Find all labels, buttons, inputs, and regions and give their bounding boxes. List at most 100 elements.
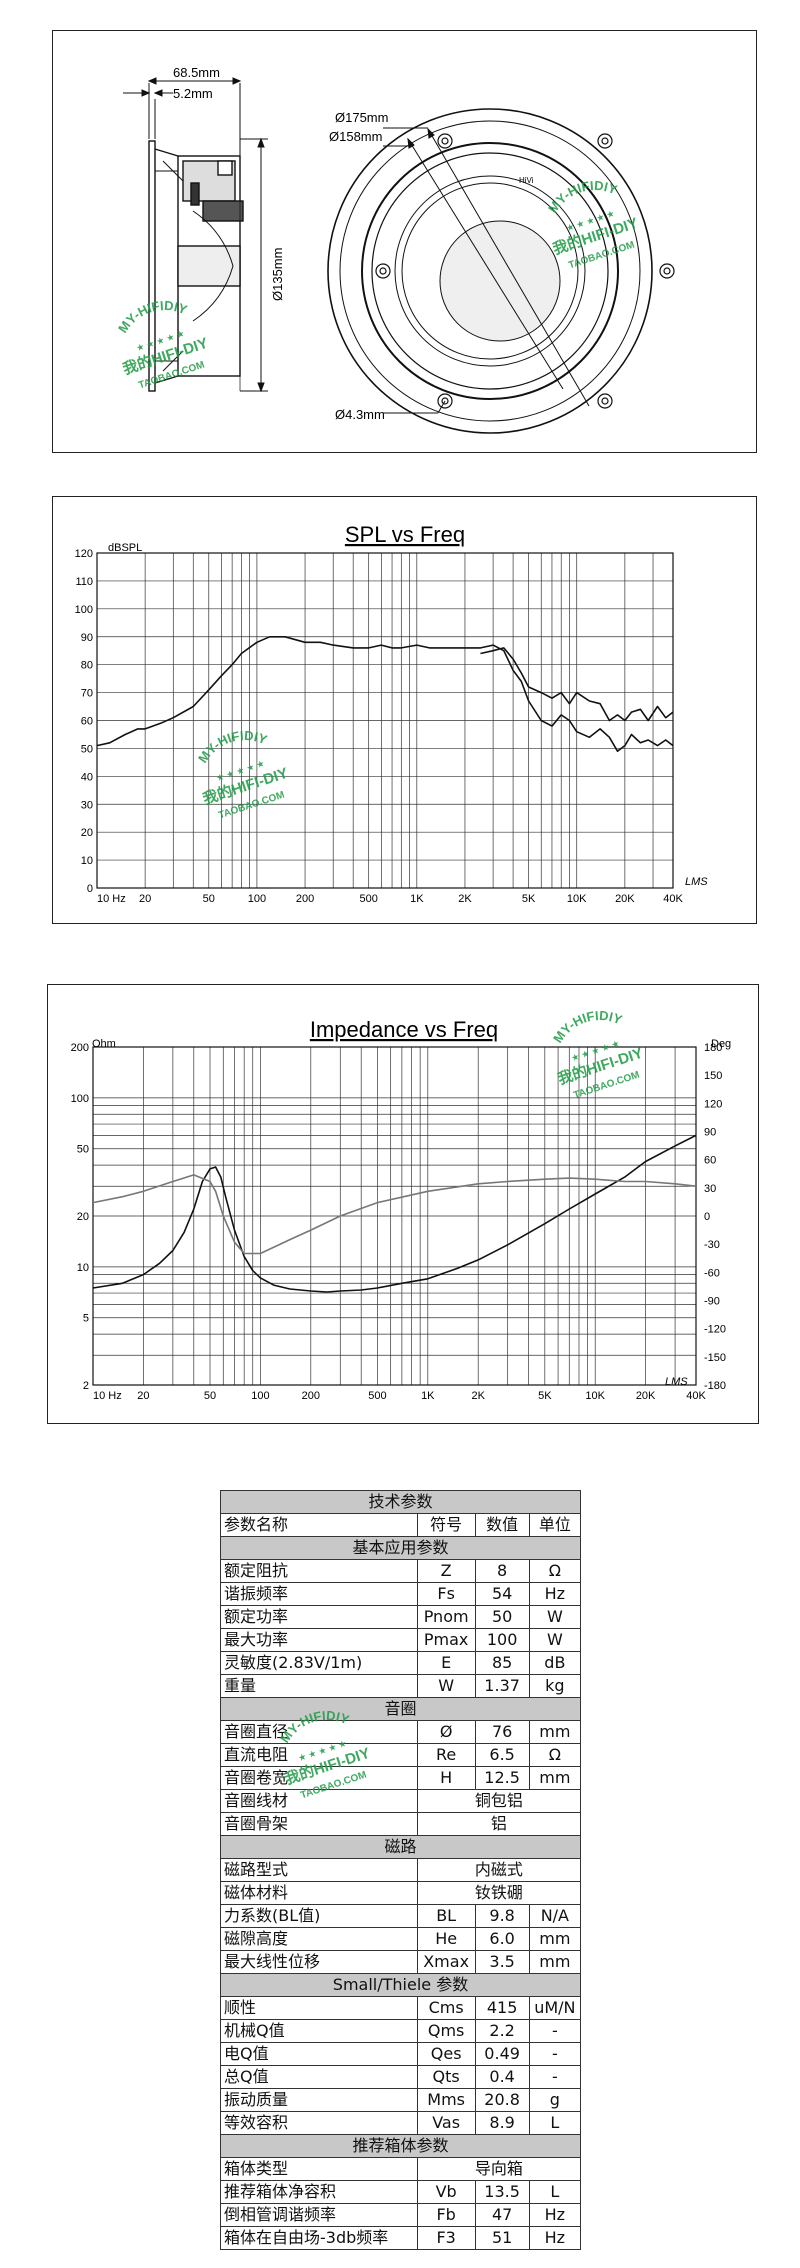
- dimension-drawing: 68.5mm 5.2mm Ø135mm HiVi: [123, 65, 675, 434]
- spec-row: 音圈线材 铜包铝: [220, 1789, 582, 1813]
- param-unit: Ω: [528, 1559, 582, 1583]
- imp-x-tick-label: 50: [204, 1390, 216, 1402]
- param-value: 0.49: [474, 2042, 530, 2066]
- param-value: 9.8: [474, 1904, 530, 1928]
- spl-series-line-1: [96, 636, 674, 752]
- imp-y2-tick-label: 90: [704, 1127, 716, 1139]
- param-name: 总Q值: [220, 2065, 418, 2089]
- imp-x-tick-label: 1K: [421, 1390, 435, 1402]
- imp-y-tick-label: 200: [71, 1042, 89, 1054]
- impedance-chart-panel: Impedance vs Freq Ohm Deg 2 5 10 20 50 100 200…: [47, 984, 759, 1424]
- section-title: 音圈: [220, 1697, 581, 1721]
- param-value: 8: [474, 1559, 530, 1583]
- spec-row: 磁体材料 钕铁硼: [220, 1881, 582, 1905]
- param-name: 谐振频率: [220, 1582, 418, 1606]
- section-header-row: 磁路: [220, 1835, 581, 1859]
- spl-y-tick-label: 110: [75, 576, 93, 588]
- spl-x-tick-label: 20: [139, 893, 151, 905]
- param-name: 额定功率: [220, 1605, 418, 1629]
- param-value: 3.5: [474, 1950, 530, 1974]
- param-symbol: Cms: [416, 1996, 476, 2020]
- param-symbol: Pmax: [416, 1628, 476, 1652]
- spec-title-row: 技术参数: [220, 1490, 581, 1514]
- param-name: 音圈卷宽: [220, 1766, 418, 1790]
- imp-x-tick-label: 100: [251, 1390, 269, 1402]
- param-value: 2.2: [474, 2019, 530, 2043]
- param-unit: uM/N: [528, 1996, 582, 2020]
- param-name: 等效容积: [220, 2111, 418, 2135]
- param-value: 54: [474, 1582, 530, 1606]
- imp-x-tick-label: 500: [368, 1390, 386, 1402]
- side-view: [148, 140, 244, 392]
- param-symbol: Xmax: [416, 1950, 476, 1974]
- param-value: 12.5: [474, 1766, 530, 1790]
- param-symbol: Qes: [416, 2042, 476, 2066]
- section-title: 磁路: [220, 1835, 581, 1859]
- imp-tick-labels: 2 5 10 20 50 100 200 180 150 120 90 60 30 0 -30 -60 -90 -…: [71, 1042, 726, 1402]
- imp-y2-tick-label: -120: [704, 1324, 726, 1336]
- param-unit: L: [528, 2111, 582, 2135]
- dim-overall-depth: 68.5mm: [173, 65, 220, 80]
- spec-row: 最大线性位移 Xmax 3.5 mm: [220, 1950, 582, 1974]
- param-merged-value: 铝: [416, 1812, 582, 1836]
- spl-x-tick-label: 20K: [615, 893, 635, 905]
- param-symbol: E: [416, 1651, 476, 1675]
- param-merged-value: 导向箱: [416, 2157, 582, 2181]
- param-unit: N/A: [528, 1904, 582, 1928]
- imp-y-tick-label: 2: [83, 1380, 89, 1392]
- imp-x-tick-label: 20: [137, 1390, 149, 1402]
- param-merged-value: 铜包铝: [416, 1789, 582, 1813]
- param-value: 415: [474, 1996, 530, 2020]
- spec-row: 灵敏度(2.83V/1m) E 85 dB: [220, 1651, 582, 1675]
- spl-y-tick-label: 70: [81, 688, 93, 700]
- param-unit: mm: [528, 1927, 582, 1951]
- param-value: 8.9: [474, 2111, 530, 2135]
- param-symbol: Pnom: [416, 1605, 476, 1629]
- section-title: Small/Thiele 参数: [220, 1973, 581, 1997]
- imp-chart-title: Impedance vs Freq: [310, 1017, 498, 1042]
- param-name: 箱体类型: [220, 2157, 418, 2181]
- imp-y-unit-right: Deg: [711, 1038, 731, 1050]
- imp-y-tick-label: 10: [77, 1262, 89, 1274]
- imp-y-unit-left: Ohm: [92, 1038, 116, 1050]
- header-value: 数值: [474, 1513, 530, 1537]
- param-value: 20.8: [474, 2088, 530, 2112]
- section-header-row: Small/Thiele 参数: [220, 1973, 581, 1997]
- imp-y-tick-label: 5: [83, 1313, 89, 1325]
- imp-y2-tick-label: 30: [704, 1183, 716, 1195]
- spl-x-tick-label: 40K: [663, 893, 683, 905]
- imp-series-line-1: [92, 1134, 697, 1293]
- param-name: 电Q值: [220, 2042, 418, 2066]
- spl-series: [96, 636, 674, 752]
- param-value: 1.37: [474, 1674, 530, 1698]
- spl-y-tick-label: 20: [81, 827, 93, 839]
- spec-row: 磁隙高度 He 6.0 mm: [220, 1927, 582, 1951]
- spl-grid: [96, 552, 674, 889]
- param-name: 重量: [220, 1674, 418, 1698]
- param-name: 磁体材料: [220, 1881, 418, 1905]
- imp-x-tick-label: 200: [302, 1390, 320, 1402]
- imp-y2-tick-label: 150: [704, 1070, 722, 1082]
- imp-y2-tick-label: -150: [704, 1352, 726, 1364]
- param-name: 音圈骨架: [220, 1812, 418, 1836]
- imp-y2-tick-label: -30: [704, 1239, 720, 1251]
- param-merged-value: 钕铁硼: [416, 1881, 582, 1905]
- param-symbol: BL: [416, 1904, 476, 1928]
- spl-y-tick-label: 80: [81, 660, 93, 672]
- imp-x-tick-label: 2K: [471, 1390, 485, 1402]
- param-value: 100: [474, 1628, 530, 1652]
- param-unit: L: [528, 2180, 582, 2204]
- param-symbol: Qts: [416, 2065, 476, 2089]
- param-name: 顺性: [220, 1996, 418, 2020]
- section-title: 推荐箱体参数: [220, 2134, 581, 2158]
- param-unit: kg: [528, 1674, 582, 1698]
- imp-x-tick-label: 10 Hz: [93, 1390, 122, 1402]
- spl-chart: SPL vs Freq dBSPL 0 10 20 30 40 50 60 70 80 90 100…: [75, 522, 709, 905]
- param-unit: dB: [528, 1651, 582, 1675]
- param-value: 51: [474, 2226, 530, 2250]
- dim-hole: Ø4.3mm: [335, 407, 385, 422]
- param-name: 最大线性位移: [220, 1950, 418, 1974]
- section-header-row: 音圈: [220, 1697, 581, 1721]
- header-symbol: 符号: [416, 1513, 476, 1537]
- param-unit: mm: [528, 1766, 582, 1790]
